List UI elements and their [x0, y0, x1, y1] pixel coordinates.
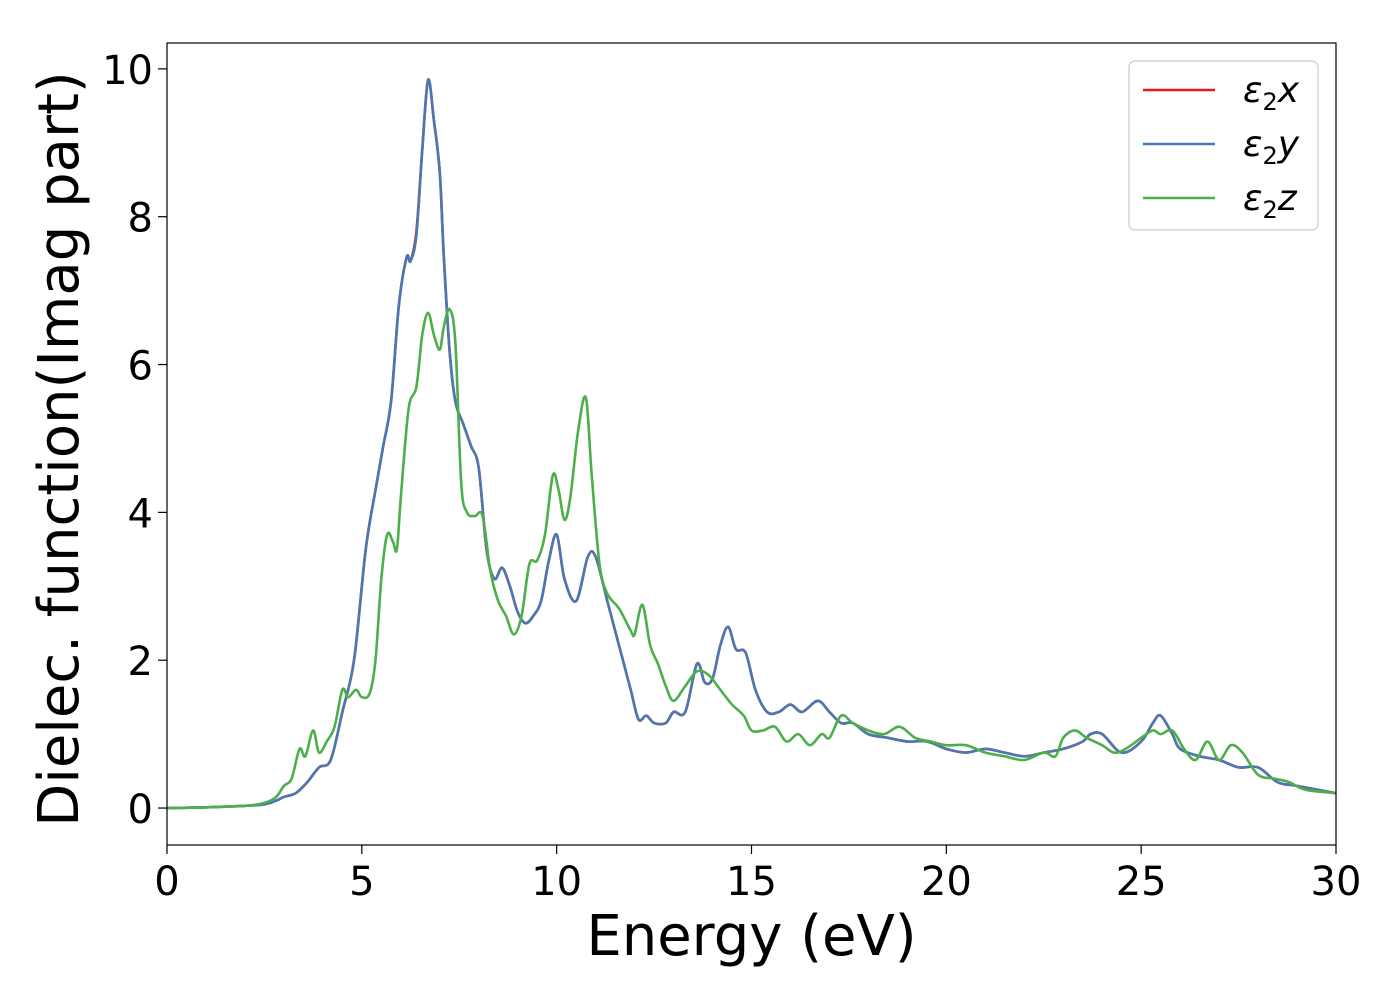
y-tick-label: 2 — [128, 639, 153, 685]
y-tick-label: 8 — [128, 196, 153, 242]
x-tick-label: 0 — [154, 859, 179, 905]
x-tick-label: 5 — [349, 859, 374, 905]
legend-subscript: 2 — [1262, 88, 1277, 116]
y-tick-label: 6 — [128, 344, 153, 390]
y-axis-title: Dielec. function(Imag part) — [27, 71, 92, 827]
legend-epsilon: ε — [1243, 70, 1262, 111]
legend-subscript: 2 — [1262, 142, 1277, 170]
legend-subscript: 2 — [1262, 196, 1277, 224]
legend-entry-y: ε2y — [1243, 124, 1300, 170]
legend-entry-x: ε2x — [1243, 70, 1300, 116]
series-line-z — [167, 307, 1336, 810]
legend-entry-z: ε2z — [1243, 178, 1298, 224]
x-tick-label: 30 — [1311, 859, 1362, 905]
ticks-layer: 0 5 10 15 20 25 30 0 2 4 6 8 10 — [102, 48, 1361, 905]
legend-epsilon: ε — [1243, 178, 1262, 219]
x-tick-label: 15 — [726, 859, 777, 905]
legend-component: z — [1277, 178, 1298, 219]
legend-component: x — [1277, 70, 1300, 111]
legend-epsilon: ε — [1243, 124, 1262, 165]
y-tick-label: 10 — [102, 48, 153, 94]
x-tick-label: 25 — [1116, 859, 1167, 905]
legend-box — [1128, 60, 1319, 231]
y-tick-label: 0 — [128, 787, 153, 833]
x-tick-label: 20 — [921, 859, 972, 905]
x-axis-title: Energy (eV) — [586, 904, 916, 969]
series-line-y — [167, 78, 1336, 810]
legend-component: y — [1277, 124, 1300, 165]
series-layer — [167, 78, 1336, 810]
y-tick-label: 4 — [128, 491, 153, 537]
x-tick-label: 10 — [531, 859, 582, 905]
